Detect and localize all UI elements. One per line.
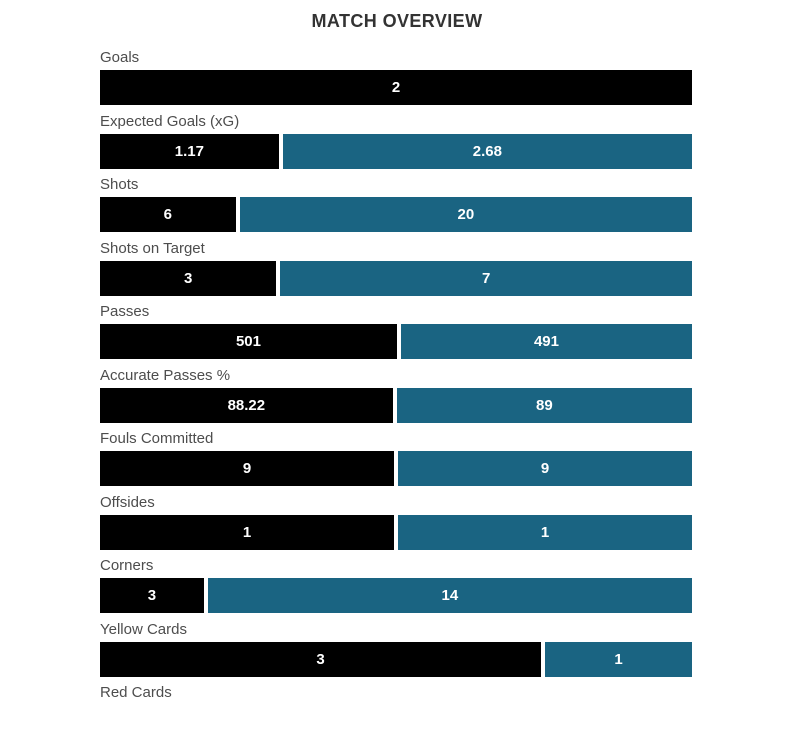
stat-label: Yellow Cards [100,620,187,638]
stat-value: 491 [533,333,559,350]
stat-bar: 501 491 [100,324,692,359]
chart-title: MATCH OVERVIEW [311,11,483,31]
bar-segment-home: 6 [100,197,236,232]
bar-segment-away: 14 [207,578,692,613]
stat-label: Fouls Committed [100,430,214,447]
stat-label: Corners [100,557,154,574]
stat-value: 9 [242,460,252,477]
stat-row: Offsides 1 1 [100,493,692,557]
stat-value: 7 [482,269,491,287]
stat-row: Accurate Passes % 88.22 89 [100,366,692,430]
stat-value: 6 [163,206,173,223]
stat-label: Shots [100,176,139,193]
stat-value: 2.68 [472,142,502,160]
stat-value: 1 [614,650,623,668]
stat-bar [100,705,692,740]
stat-value: 1 [540,523,550,541]
bar-segment-home: 3 [100,641,541,677]
stat-bar: 1.17 2.68 [100,133,692,169]
bar-segment-home: 1 [100,514,394,550]
stat-value: 3 [147,587,157,604]
stat-value: 9 [540,460,550,477]
bar-segment-away: 9 [398,451,692,486]
stat-value: 14 [441,587,459,604]
bar-segment-home: 3 [100,578,204,613]
stat-value: 501 [235,333,261,350]
stat-row: Passes 501 491 [100,302,692,366]
stat-row: Goals 2 [100,48,692,112]
stat-value: 89 [536,396,553,414]
bar-segment-home: 2 [100,70,692,105]
stat-row: Shots 6 20 [100,175,692,239]
bar-segment-home: 1.17 [100,133,279,169]
stat-value: 20 [457,206,475,223]
stat-row: Yellow Cards 3 1 [100,620,692,684]
stat-label: Shots on Target [100,239,205,257]
stat-label: Red Cards [100,684,172,701]
bar-segment-away: 491 [400,324,692,359]
stat-value: 2 [391,79,401,96]
stat-bar: 6 20 [100,197,692,232]
bar-segment-home: 88.22 [100,387,393,423]
bar-segment-home: 501 [100,324,397,359]
stat-label: Passes [100,303,150,320]
stat-label: Expected Goals (xG) [100,112,240,130]
stat-label: Offsides [100,493,155,511]
stat-value: 88.22 [227,396,266,414]
stat-bar: 2 [100,70,692,105]
bar-segment-home: 9 [100,451,394,486]
stat-value: 3 [184,269,193,287]
bar-segment-away: 1 [545,641,692,677]
stat-value: 1 [242,523,252,541]
bar-segment-away: 89 [396,387,692,423]
stat-label: Goals [100,49,140,66]
stat-row: Expected Goals (xG) 1.17 2.68 [100,112,692,176]
bar-segment-away: 20 [239,197,692,232]
stat-value: 3 [316,650,325,668]
stat-value: 1.17 [174,142,204,160]
stat-row: Red Cards [100,683,692,746]
bar-segment-away: 2.68 [282,133,692,169]
stat-label: Accurate Passes % [100,366,231,384]
stat-bar: 88.22 89 [100,387,692,423]
bar-segment-home: 3 [100,260,277,296]
stat-row: Fouls Committed 9 9 [100,429,692,493]
stat-row: Corners 3 14 [100,556,692,620]
bar-segment-away: 1 [398,514,692,550]
stat-rows: Goals 2 Expected Goals (xG) 1.17 2.68 Shots 6 2… [100,48,692,746]
stat-row: Shots on Target 3 7 [100,239,692,303]
stat-bar: 3 14 [100,578,692,613]
bar-segment-away: 7 [280,260,692,296]
